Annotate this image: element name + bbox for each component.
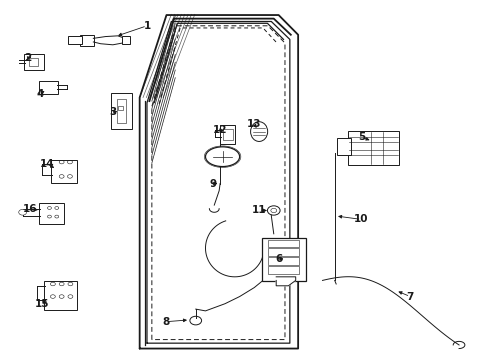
FancyBboxPatch shape — [39, 81, 58, 94]
FancyBboxPatch shape — [51, 159, 77, 183]
Text: 4: 4 — [36, 89, 43, 99]
Text: 5: 5 — [357, 132, 365, 142]
Polygon shape — [276, 277, 295, 286]
Text: 3: 3 — [109, 107, 116, 117]
Ellipse shape — [250, 122, 267, 141]
Text: 11: 11 — [251, 206, 266, 216]
FancyBboxPatch shape — [111, 93, 132, 129]
Text: 8: 8 — [163, 317, 170, 327]
Text: 13: 13 — [246, 120, 261, 129]
Ellipse shape — [205, 147, 239, 167]
FancyBboxPatch shape — [80, 35, 94, 46]
Circle shape — [19, 210, 26, 215]
Text: 7: 7 — [406, 292, 413, 302]
Text: 10: 10 — [353, 215, 368, 224]
FancyBboxPatch shape — [219, 125, 235, 144]
Polygon shape — [93, 36, 125, 45]
Text: 9: 9 — [209, 179, 216, 189]
FancyBboxPatch shape — [68, 36, 81, 44]
Circle shape — [267, 206, 280, 215]
FancyBboxPatch shape — [122, 36, 130, 44]
FancyBboxPatch shape — [336, 138, 350, 155]
Text: 2: 2 — [24, 53, 31, 63]
Text: 14: 14 — [40, 159, 54, 169]
Text: 1: 1 — [143, 21, 150, 31]
Text: 6: 6 — [274, 254, 282, 264]
FancyBboxPatch shape — [24, 54, 43, 69]
FancyBboxPatch shape — [39, 203, 64, 224]
Text: 15: 15 — [35, 299, 49, 309]
FancyBboxPatch shape — [43, 282, 77, 310]
Text: 12: 12 — [212, 125, 227, 135]
FancyBboxPatch shape — [347, 131, 398, 165]
FancyBboxPatch shape — [261, 238, 305, 282]
Text: 16: 16 — [22, 204, 37, 214]
